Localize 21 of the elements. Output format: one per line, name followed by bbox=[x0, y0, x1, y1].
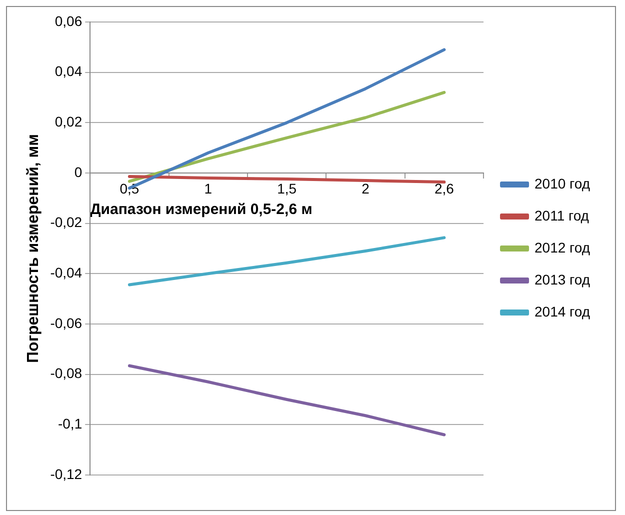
x-tick-label: 2 bbox=[362, 180, 370, 196]
legend-label: 2010 год bbox=[534, 175, 590, 192]
y-tick-label: 0,04 bbox=[54, 63, 82, 80]
y-tick-label: 0 bbox=[74, 164, 82, 180]
y-tick-label: -0,08 bbox=[50, 365, 82, 382]
y-tick-label: -0,02 bbox=[50, 214, 82, 230]
legend-label: 2014 год bbox=[534, 303, 590, 320]
y-tick-label: 0,06 bbox=[54, 12, 82, 29]
legend-label: 2011 год bbox=[534, 207, 589, 224]
x-tick-label: 2,6 bbox=[434, 180, 454, 196]
x-tick-label: 1 bbox=[204, 180, 212, 196]
y-tick-label: -0,12 bbox=[50, 466, 82, 482]
y-axis-title: Погрешность измерений, мм bbox=[25, 134, 42, 363]
x-axis-title: Диапазон измерений 0,5-2,6 м bbox=[90, 200, 312, 218]
x-tick-label: 1,5 bbox=[277, 180, 297, 196]
y-tick-label: -0,04 bbox=[50, 264, 82, 281]
y-tick-label: -0,06 bbox=[50, 314, 82, 331]
legend-label: 2013 год bbox=[534, 271, 590, 288]
y-tick-label: -0,1 bbox=[58, 416, 82, 432]
legend-label: 2012 год bbox=[534, 239, 590, 256]
y-tick-label: 0,02 bbox=[54, 114, 82, 130]
